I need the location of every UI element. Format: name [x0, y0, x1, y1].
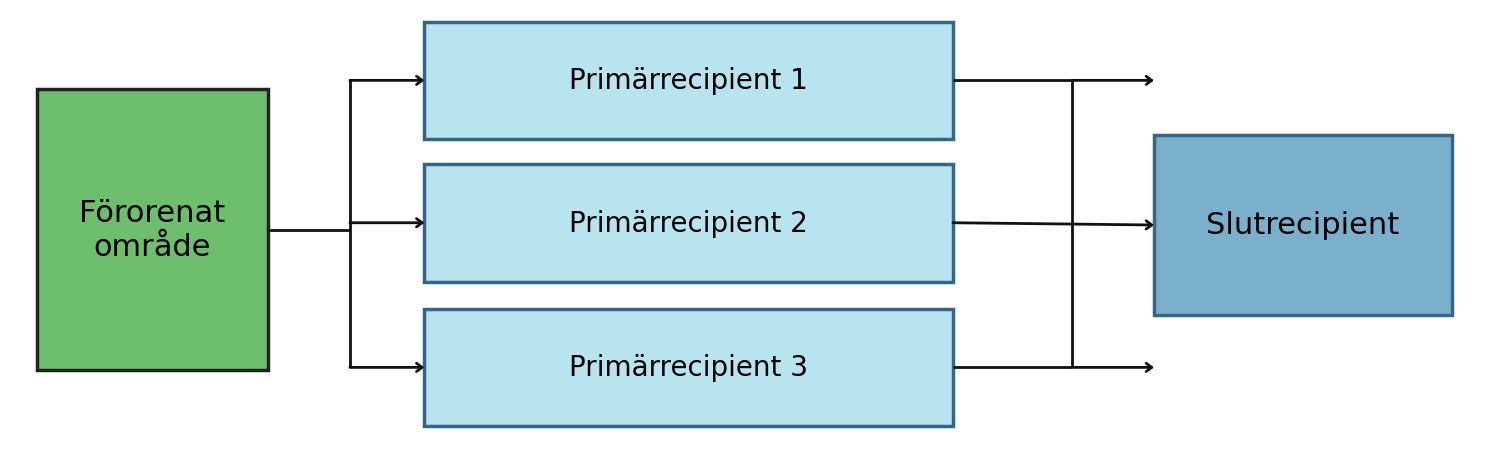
FancyBboxPatch shape [37, 90, 268, 370]
Text: Förorenat
område: Förorenat område [79, 199, 226, 261]
Text: Primärrecipient 2: Primärrecipient 2 [569, 209, 809, 237]
FancyBboxPatch shape [424, 23, 953, 140]
Text: Primärrecipient 1: Primärrecipient 1 [569, 67, 809, 95]
FancyBboxPatch shape [424, 165, 953, 282]
FancyBboxPatch shape [1154, 135, 1452, 316]
Text: Slutrecipient: Slutrecipient [1206, 211, 1400, 240]
FancyBboxPatch shape [424, 309, 953, 426]
Text: Primärrecipient 3: Primärrecipient 3 [569, 354, 809, 382]
